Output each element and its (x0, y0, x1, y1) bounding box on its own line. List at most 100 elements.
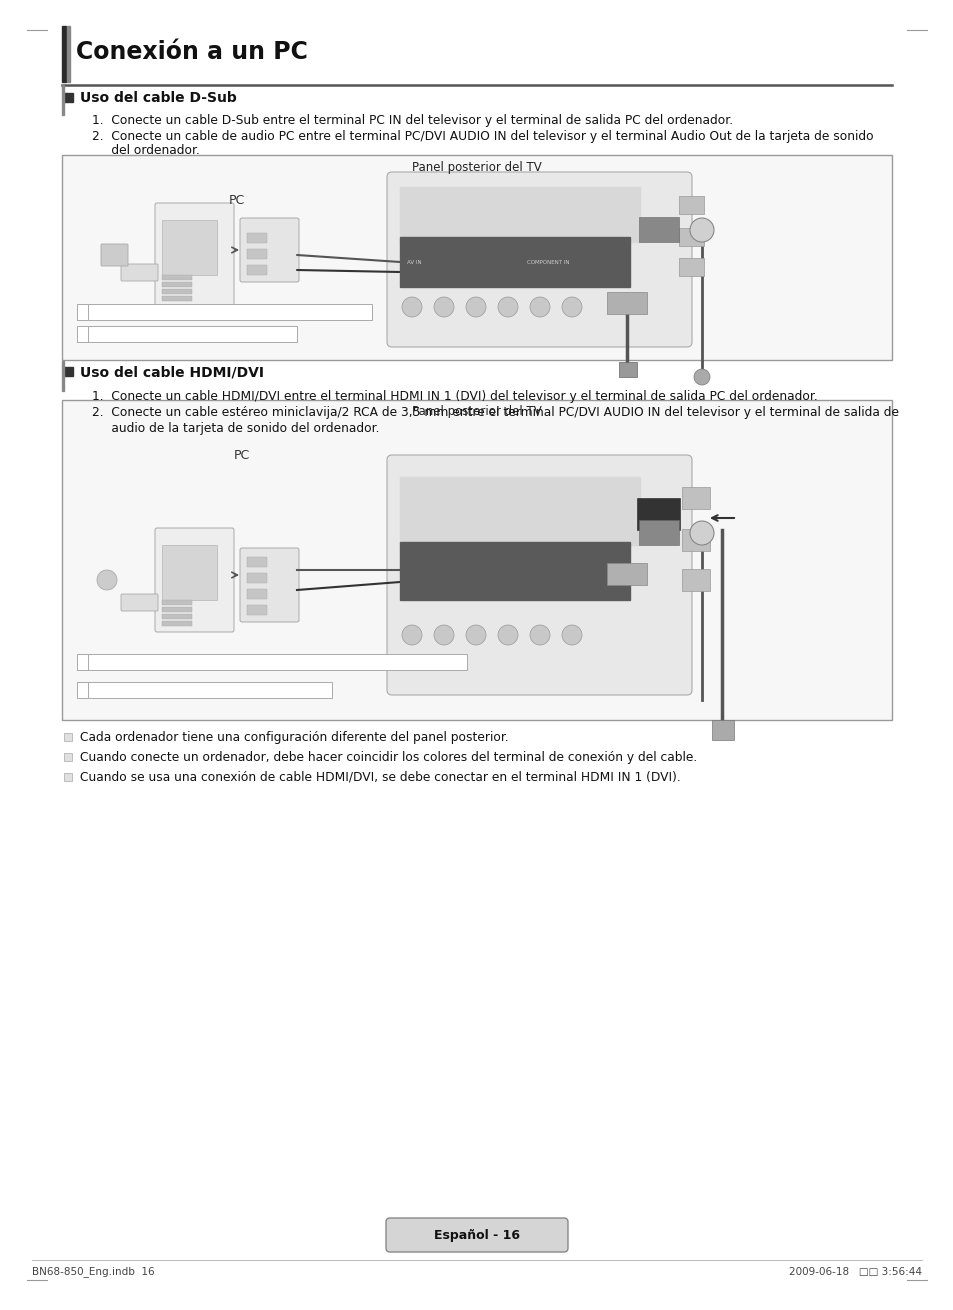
Bar (681, 487, 709, 510)
Bar (679, 258, 703, 276)
Bar (247, 557, 267, 567)
FancyBboxPatch shape (101, 244, 128, 266)
Text: Español - 16: Español - 16 (434, 1229, 519, 1242)
Circle shape (401, 625, 421, 645)
Bar (64, 367, 73, 376)
FancyBboxPatch shape (154, 203, 233, 307)
Text: Cuando se usa una conexión de cable HDMI/DVI, se debe conectar en el terminal HD: Cuando se usa una conexión de cable HDMI… (80, 770, 680, 783)
Bar (77, 304, 372, 320)
Bar (637, 498, 679, 531)
Bar (62, 362, 64, 390)
Bar (64, 93, 73, 102)
Bar (162, 600, 192, 605)
Bar (162, 621, 192, 626)
Bar (618, 362, 637, 377)
Bar (247, 572, 267, 583)
Text: 2: 2 (79, 658, 85, 667)
Circle shape (530, 625, 550, 645)
Text: 2.  Conecte un cable de audio PC entre el terminal PC/DVI AUDIO IN del televisor: 2. Conecte un cable de audio PC entre el… (91, 130, 873, 143)
Bar (681, 569, 709, 591)
FancyBboxPatch shape (387, 455, 691, 696)
Bar (247, 249, 267, 259)
FancyBboxPatch shape (386, 1218, 567, 1252)
FancyBboxPatch shape (121, 593, 158, 610)
Bar (247, 265, 267, 275)
Text: Cada ordenador tiene una configuración diferente del panel posterior.: Cada ordenador tiene una configuración d… (80, 731, 508, 744)
Bar (162, 614, 192, 620)
Bar (606, 563, 646, 586)
Text: Cable D-Sub (no suministrado): Cable D-Sub (no suministrado) (92, 329, 243, 339)
Text: del ordenador.: del ordenador. (91, 144, 200, 157)
Bar (247, 590, 267, 599)
Text: Cuando conecte un ordenador, debe hacer coincidir los colores del terminal de co: Cuando conecte un ordenador, debe hacer … (80, 751, 697, 764)
Text: COMPONENT IN: COMPONENT IN (526, 259, 569, 265)
Circle shape (434, 625, 454, 645)
Bar (162, 275, 192, 280)
Bar (62, 26, 66, 83)
Text: 2.  Conecte un cable estéreo miniclavija/2 RCA de 3,5 mm entre el terminal PC/DV: 2. Conecte un cable estéreo miniclavija/… (91, 406, 898, 419)
Text: Cable HDMI/DVI (no suministrado): Cable HDMI/DVI (no suministrado) (92, 685, 260, 696)
Bar (64, 773, 71, 781)
Circle shape (434, 297, 454, 317)
Circle shape (561, 297, 581, 317)
Bar (77, 654, 88, 669)
Circle shape (689, 521, 713, 545)
Text: PC/DVI
AUDIO IN: PC/DVI AUDIO IN (647, 224, 670, 236)
FancyBboxPatch shape (121, 265, 158, 282)
Circle shape (689, 217, 713, 242)
FancyBboxPatch shape (154, 528, 233, 631)
Text: 2: 2 (79, 307, 85, 317)
Bar (679, 228, 703, 246)
Bar (77, 326, 296, 342)
Circle shape (497, 297, 517, 317)
Text: Uso del cable D-Sub: Uso del cable D-Sub (80, 90, 236, 105)
Bar (77, 304, 88, 320)
Bar (679, 196, 703, 214)
Bar (162, 290, 192, 293)
Text: Uso del cable HDMI/DVI: Uso del cable HDMI/DVI (80, 365, 264, 379)
Circle shape (693, 369, 709, 385)
Bar (711, 721, 733, 740)
Bar (162, 545, 216, 600)
Bar (67, 26, 70, 83)
FancyBboxPatch shape (240, 548, 298, 622)
Text: 1 DVI: 1 DVI (650, 511, 664, 516)
Text: PC: PC (233, 449, 250, 462)
Bar (162, 607, 192, 612)
Bar (606, 292, 646, 314)
Bar (399, 237, 629, 287)
Bar (77, 326, 88, 342)
Circle shape (465, 297, 485, 317)
Bar (77, 654, 467, 669)
FancyBboxPatch shape (387, 172, 691, 347)
Text: PC: PC (229, 194, 245, 207)
Bar (62, 400, 891, 720)
Circle shape (465, 625, 485, 645)
Circle shape (97, 570, 117, 590)
Circle shape (401, 297, 421, 317)
Text: AV IN: AV IN (407, 259, 421, 265)
Bar (639, 520, 679, 545)
Text: Panel posterior del TV: Panel posterior del TV (412, 406, 541, 418)
Text: PC/DVI
AUDIO IN: PC/DVI AUDIO IN (647, 528, 670, 538)
Text: Cable de audiodel ordenador (no suministrado): Cable de audiodel ordenador (no suminist… (92, 307, 323, 317)
Bar (399, 187, 639, 242)
Text: audio de la tarjeta de sonido del ordenador.: audio de la tarjeta de sonido del ordena… (91, 422, 379, 435)
Bar (62, 155, 891, 360)
Bar (639, 217, 679, 242)
Text: Conector estéreo de 3,5 mm para el cable 2 RCA (no suministrado): Conector estéreo de 3,5 mm para el cable… (92, 656, 421, 667)
Bar (77, 683, 88, 698)
Circle shape (530, 297, 550, 317)
Text: 1: 1 (79, 329, 85, 339)
Bar (162, 296, 192, 301)
Bar (162, 282, 192, 287)
Bar (247, 605, 267, 614)
Bar (681, 529, 709, 552)
Text: 1: 1 (79, 685, 85, 696)
Text: 2009-06-18   □□ 3:56:44: 2009-06-18 □□ 3:56:44 (788, 1267, 921, 1277)
Bar (162, 220, 216, 275)
Circle shape (497, 625, 517, 645)
FancyBboxPatch shape (240, 217, 298, 282)
Bar (64, 753, 71, 761)
Bar (247, 233, 267, 242)
